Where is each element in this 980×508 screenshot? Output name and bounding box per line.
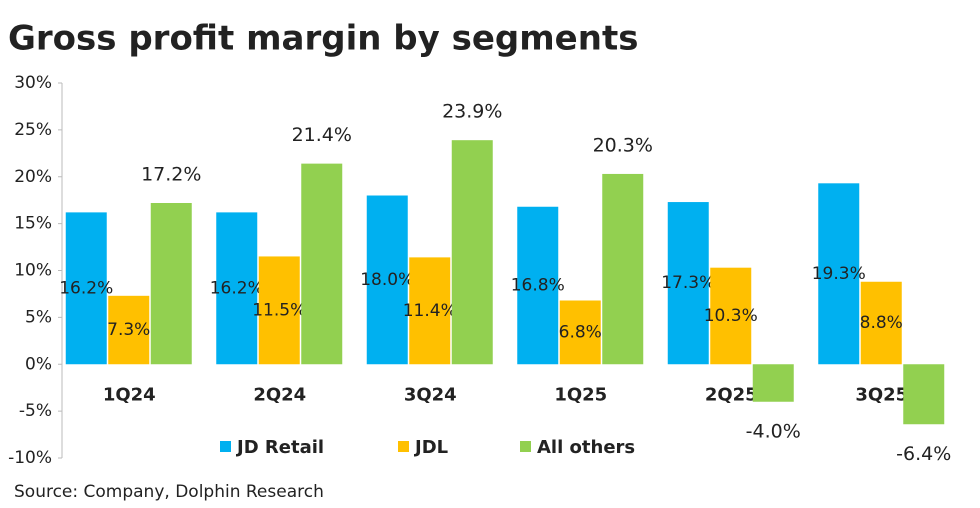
data-label: 17.3% <box>661 273 715 293</box>
bar <box>818 183 860 365</box>
chart-title: Gross profit margin by segments <box>8 19 638 59</box>
bar <box>451 140 493 365</box>
bar <box>150 203 192 365</box>
bar <box>667 202 709 365</box>
data-label: 20.3% <box>593 134 653 156</box>
bar <box>258 256 300 365</box>
data-label: 11.4% <box>403 301 457 321</box>
data-label: 6.8% <box>559 322 602 342</box>
data-label: 21.4% <box>292 124 352 146</box>
data-label: 10.3% <box>704 306 758 326</box>
legend-swatch <box>220 441 231 452</box>
data-label: -6.4% <box>896 443 951 465</box>
bar <box>517 206 559 365</box>
x-tick-label: 2Q25 <box>705 384 758 405</box>
y-tick-label: 10% <box>14 261 52 281</box>
bar <box>65 212 107 365</box>
data-label: -4.0% <box>746 420 801 442</box>
bar <box>216 212 258 365</box>
bar <box>366 195 408 365</box>
data-label: 16.8% <box>511 276 565 296</box>
legend-swatch <box>520 441 531 452</box>
y-tick-label: 15% <box>14 214 52 234</box>
y-tick-label: 20% <box>14 167 52 187</box>
data-label: 7.3% <box>107 320 150 340</box>
y-tick-label: 5% <box>25 307 52 327</box>
y-tick-label: 30% <box>14 73 52 93</box>
x-tick-label: 3Q24 <box>404 384 457 405</box>
y-tick-label: 25% <box>14 120 52 140</box>
bar <box>559 300 601 365</box>
bar <box>710 267 752 365</box>
x-tick-label: 1Q24 <box>103 384 156 405</box>
bar <box>301 163 343 365</box>
data-label: 16.2% <box>210 278 264 298</box>
data-label: 19.3% <box>812 264 866 284</box>
legend-swatch <box>398 441 409 452</box>
x-tick-label: 1Q25 <box>554 384 607 405</box>
source: Source: Company, Dolphin Research <box>14 482 324 502</box>
data-label: 16.2% <box>59 278 113 298</box>
bar <box>108 295 150 365</box>
data-label: 18.0% <box>360 270 414 290</box>
bar <box>752 364 794 402</box>
bar <box>602 173 644 365</box>
legend-label: All others <box>537 437 635 458</box>
y-tick-label: 0% <box>25 354 52 374</box>
legend-label: JDL <box>413 437 448 458</box>
legend-label: JD Retail <box>235 437 324 458</box>
data-label: 8.8% <box>860 313 903 333</box>
data-label: 23.9% <box>442 101 502 123</box>
bar <box>860 281 902 365</box>
x-tick-label: 2Q24 <box>253 384 306 405</box>
bar <box>409 257 451 365</box>
y-tick-label: -5% <box>19 401 52 421</box>
x-tick-label: 3Q25 <box>855 384 908 405</box>
data-label: 17.2% <box>141 164 201 186</box>
data-label: 11.5% <box>252 300 306 320</box>
bar <box>903 364 945 425</box>
y-tick-label: -10% <box>8 448 52 468</box>
